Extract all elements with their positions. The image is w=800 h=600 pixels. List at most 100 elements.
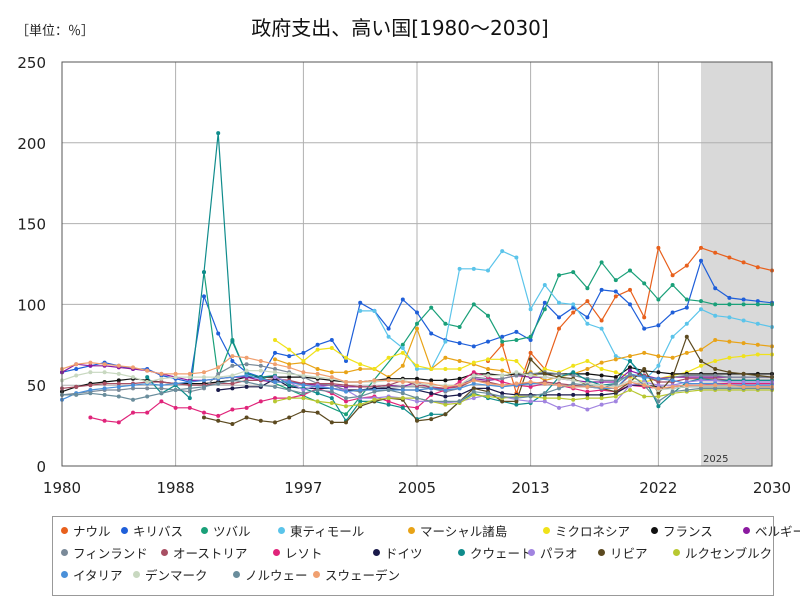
data-point [684, 388, 689, 393]
legend-label: リビア [610, 546, 648, 561]
legend-swatch [528, 549, 535, 556]
data-point [429, 367, 434, 372]
legend-label: スウェーデン [325, 568, 401, 583]
data-point [187, 396, 192, 401]
data-point [471, 344, 476, 349]
data-point [457, 358, 462, 363]
data-point [202, 370, 206, 375]
series-line [274, 389, 772, 407]
data-point [273, 396, 277, 401]
legend-item: イタリア [61, 565, 123, 584]
data-point [500, 373, 505, 378]
data-point [585, 299, 590, 304]
data-point [613, 394, 618, 399]
x-tick-label: 1997 [284, 479, 322, 497]
data-point [216, 375, 221, 380]
data-point [131, 383, 135, 388]
data-point [415, 376, 419, 381]
data-point [287, 396, 292, 401]
data-point [500, 391, 505, 396]
legend-swatch [133, 571, 140, 578]
data-point [173, 388, 178, 393]
data-point [613, 386, 618, 391]
legend-item: ツバル [201, 521, 251, 540]
data-point [344, 355, 348, 360]
data-point [443, 384, 448, 389]
data-point [457, 341, 462, 346]
data-point [301, 396, 306, 401]
data-point [571, 397, 576, 402]
data-point [557, 405, 561, 410]
data-point [741, 384, 746, 389]
data-point [471, 360, 476, 365]
legend-item: 東ティモール [278, 521, 364, 540]
data-point [230, 358, 235, 363]
data-point [315, 371, 320, 376]
data-point [486, 313, 490, 318]
data-point [557, 300, 561, 305]
data-point [585, 367, 590, 372]
data-point [216, 381, 221, 386]
data-point [415, 310, 419, 315]
data-point [528, 394, 533, 399]
data-point [656, 363, 661, 368]
data-point [244, 373, 249, 378]
data-point [613, 289, 618, 294]
legend-swatch [61, 571, 68, 578]
data-point [400, 342, 405, 347]
data-point [699, 307, 703, 312]
data-point [542, 307, 547, 312]
data-point [443, 367, 448, 372]
data-point [471, 389, 476, 394]
data-point [628, 371, 632, 376]
data-point [429, 399, 434, 404]
data-point [670, 355, 675, 360]
data-point [741, 302, 746, 307]
data-point [528, 334, 533, 339]
data-point [741, 375, 746, 380]
data-point [670, 389, 675, 394]
data-point [542, 396, 547, 401]
data-point [613, 278, 618, 283]
data-point [628, 268, 632, 273]
data-point [386, 378, 391, 383]
legend-label: オーストリア [173, 546, 248, 561]
data-point [116, 420, 121, 425]
legend-label: イタリア [73, 568, 123, 583]
data-point [216, 413, 221, 418]
data-point [684, 376, 689, 381]
legend-item: ナウル [61, 521, 111, 540]
data-point [230, 373, 235, 378]
data-point [273, 357, 277, 362]
data-point [613, 389, 618, 394]
legend-swatch [233, 571, 240, 578]
legend-item: フィンランド [61, 543, 148, 562]
data-point [159, 391, 164, 396]
data-point [273, 367, 277, 372]
legend-label: ルクセンブルク [685, 546, 773, 561]
data-point [727, 355, 732, 360]
data-point [315, 347, 320, 352]
data-point [741, 341, 746, 346]
data-point [301, 409, 306, 414]
data-point [131, 365, 135, 370]
data-point [656, 323, 661, 328]
y-tick-label: 50 [27, 377, 46, 395]
data-point [202, 294, 206, 299]
data-point [557, 371, 561, 376]
data-point [557, 392, 561, 397]
data-point [88, 388, 93, 393]
data-point [443, 399, 448, 404]
legend-item: クウェート [458, 543, 533, 562]
data-point [613, 294, 618, 299]
data-point [386, 402, 391, 407]
data-point [400, 379, 405, 384]
data-point [571, 378, 576, 383]
data-point [244, 379, 249, 384]
data-point [102, 370, 107, 375]
data-point [386, 399, 391, 404]
data-point [514, 337, 519, 342]
legend-label: ドイツ [385, 546, 423, 561]
data-point [372, 378, 377, 383]
y-tick-label: 150 [17, 216, 46, 234]
